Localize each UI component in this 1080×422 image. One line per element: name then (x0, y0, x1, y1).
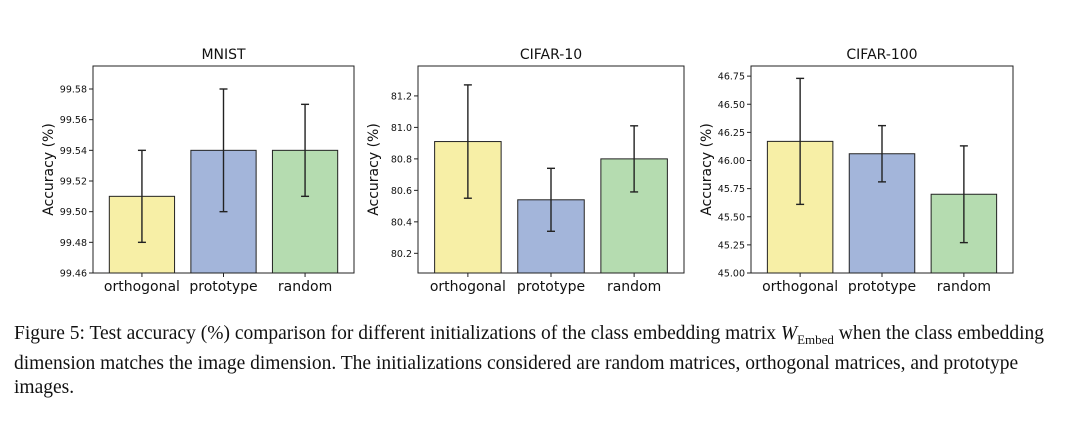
caption-suffix: when the class embedding dimension match… (14, 323, 1045, 398)
y-axis-label: Accuracy (%) (366, 123, 382, 216)
y-tick-label: 99.54 (60, 146, 87, 157)
y-tick-label: 80.4 (391, 217, 412, 228)
y-axis-label: Accuracy (%) (41, 123, 57, 216)
chart-panel-3: CIFAR-100 Accuracy (%) 45.00 45.25 45.50 45.7… (699, 47, 1014, 295)
plot-frame (417, 65, 685, 274)
plot-frame (92, 65, 355, 274)
y-tick-label: 46.50 (718, 100, 745, 111)
chart-title: MNIST (201, 47, 246, 63)
x-tick-label: random (278, 279, 332, 295)
y-tick-label: 46.75 (718, 72, 745, 83)
x-tick-label: orthogonal (762, 279, 838, 295)
chart-panel-1: MNIST Accuracy (%) 99.46 99.48 99.50 99.52 99.… (41, 47, 355, 295)
y-tick-label: 81.2 (391, 91, 412, 102)
y-tick-label: 46.25 (718, 128, 745, 139)
x-tick-label: prototype (517, 279, 585, 295)
x-tick-label: orthogonal (430, 279, 506, 295)
figure-charts: MNIST Accuracy (%) 99.46 99.48 99.50 99.52 99.… (41, 47, 1014, 295)
x-tick-label: prototype (848, 279, 916, 295)
chart-panel-2: CIFAR-10 Accuracy (%) 80.2 80.4 80.6 80.8 81.0… (366, 47, 685, 295)
y-axis-label: Accuracy (%) (699, 123, 715, 216)
y-tick-label: 46.00 (718, 156, 745, 167)
y-tick-label: 45.75 (718, 184, 745, 195)
y-tick-label: 45.00 (718, 269, 745, 280)
chart-title: CIFAR-100 (846, 47, 917, 63)
x-tick-label: prototype (189, 279, 257, 295)
y-tick-label: 99.46 (60, 269, 87, 280)
caption-subscript: Embed (797, 331, 834, 347)
y-tick-label: 81.0 (391, 123, 412, 134)
y-tick-label: 80.6 (391, 186, 412, 197)
x-tick-label: random (937, 279, 991, 295)
y-tick-label: 80.8 (391, 154, 412, 165)
y-tick-label: 99.58 (60, 85, 87, 96)
chart-title: CIFAR-10 (520, 47, 582, 63)
y-tick-label: 45.50 (718, 212, 745, 223)
y-tick-label: 99.50 (60, 207, 87, 218)
y-tick-label: 99.56 (60, 115, 87, 126)
x-tick-label: orthogonal (104, 279, 180, 295)
y-tick-label: 99.48 (60, 238, 87, 249)
figure-caption: Figure 5: Test accuracy (%) comparison f… (14, 322, 1066, 400)
x-tick-label: random (607, 279, 661, 295)
y-tick-label: 45.25 (718, 240, 745, 251)
caption-prefix: Figure 5: Test accuracy (%) comparison f… (14, 323, 781, 344)
y-tick-label: 80.2 (391, 249, 412, 260)
y-tick-label: 99.52 (60, 177, 87, 188)
plot-frame (750, 65, 1014, 274)
caption-symbol: W (780, 323, 798, 344)
